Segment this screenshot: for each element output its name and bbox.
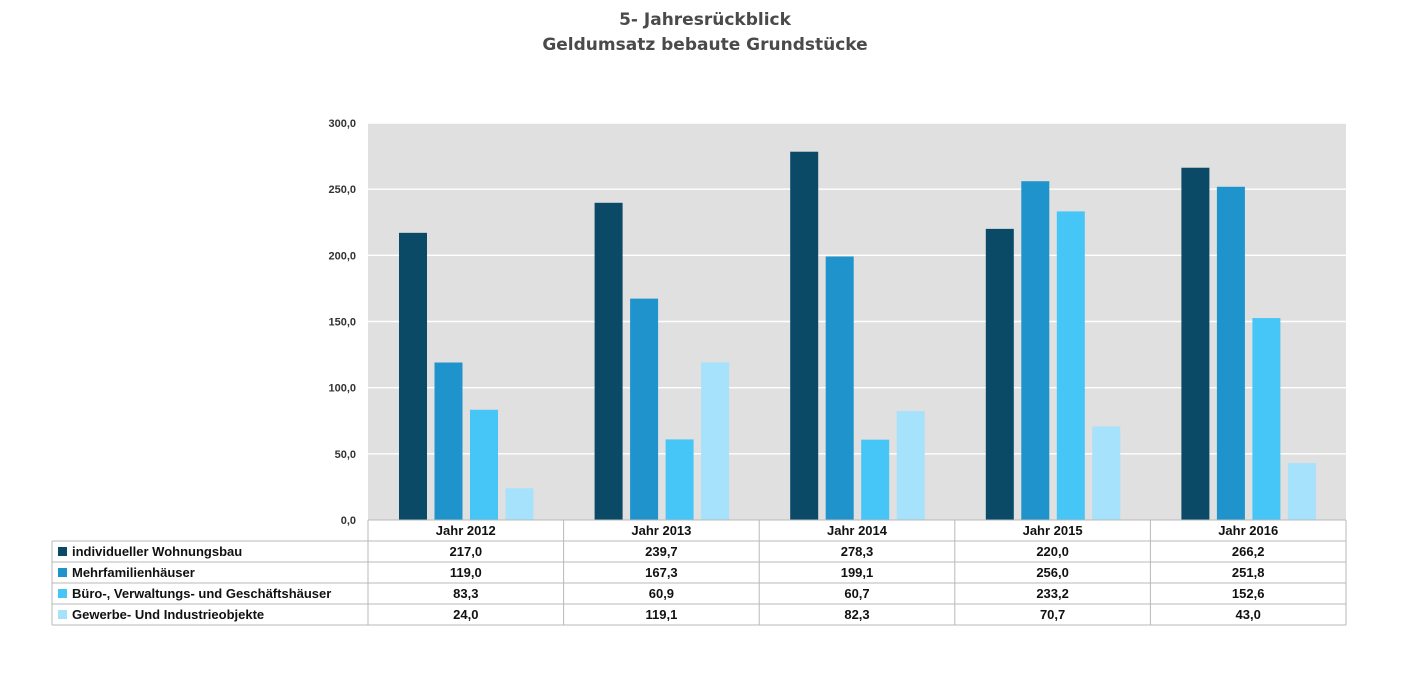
chart-subtitle: Geldumsatz bebaute Grundstücke	[542, 35, 868, 55]
x-category-label: Jahr 2012	[436, 523, 496, 538]
data-label: 119,0	[450, 565, 482, 580]
bar	[594, 202, 623, 520]
data-label: 220,0	[1036, 544, 1069, 559]
data-label: 83,3	[453, 586, 478, 601]
data-label: 82,3	[844, 607, 869, 622]
y-tick-label: 300,0	[328, 118, 356, 130]
data-label: 119,1	[645, 607, 677, 622]
data-label: 239,7	[645, 544, 678, 559]
bar	[701, 362, 730, 520]
y-tick-label: 200,0	[328, 250, 356, 262]
chart-title-block: 5- Jahresrückblick Geldumsatz bebaute Gr…	[0, 8, 1410, 58]
data-label: 24,0	[453, 607, 478, 622]
bars	[399, 151, 1316, 520]
legend-swatch	[58, 589, 67, 598]
bar	[825, 256, 854, 520]
data-label: 278,3	[841, 544, 874, 559]
y-tick-label: 0,0	[341, 515, 356, 527]
legend-swatch	[58, 547, 67, 556]
y-tick-label: 150,0	[328, 317, 356, 329]
legend-label: Mehrfamilienhäuser	[72, 565, 195, 580]
bar	[470, 409, 498, 520]
data-label: 60,9	[649, 586, 674, 601]
bar	[790, 151, 819, 520]
bar	[1092, 426, 1121, 520]
x-category-label: Jahr 2015	[1023, 523, 1083, 538]
bar	[1181, 167, 1210, 520]
legend-swatch	[58, 610, 67, 619]
y-axis-ticks: 0,0 50,0 100,0 150,0 200,0 250,0 300,0	[328, 118, 356, 527]
data-label: 60,7	[844, 586, 869, 601]
bar	[434, 362, 463, 520]
data-label: 251,8	[1232, 565, 1265, 580]
data-label: 43,0	[1236, 607, 1261, 622]
y-tick-label: 50,0	[335, 449, 356, 461]
bar	[985, 228, 1014, 520]
legend-label: Büro-, Verwaltungs- und Geschäftshäuser	[72, 586, 331, 601]
bar	[505, 488, 534, 520]
y-tick-label: 100,0	[328, 383, 356, 395]
bar	[1287, 463, 1316, 520]
data-label: 217,0	[450, 544, 483, 559]
chart-title: 5- Jahresrückblick	[619, 10, 791, 30]
data-label: 233,2	[1036, 586, 1069, 601]
data-label: 199,1	[841, 565, 874, 580]
bar	[1216, 186, 1245, 520]
bar	[665, 439, 694, 520]
bar	[630, 298, 659, 520]
legend-swatch	[58, 568, 67, 577]
y-tick-label: 250,0	[328, 184, 356, 196]
data-table: Jahr 2012 Jahr 2013 Jahr 2014 Jahr 2015 Jahr…	[51, 519, 1347, 626]
data-label: 266,2	[1232, 544, 1265, 559]
data-label: 167,3	[645, 565, 678, 580]
bar	[896, 411, 925, 520]
bar	[399, 232, 427, 520]
bar	[861, 439, 890, 520]
data-label: 152,6	[1232, 586, 1265, 601]
legend-label: Gewerbe- Und Industrieobjekte	[72, 607, 264, 622]
bar	[1021, 181, 1050, 520]
x-category-label: Jahr 2013	[631, 523, 691, 538]
data-label: 70,7	[1040, 607, 1065, 622]
bar	[1056, 211, 1085, 520]
legend-label: individueller Wohnungsbau	[72, 544, 242, 559]
x-category-label: Jahr 2014	[827, 523, 888, 538]
bar	[1252, 318, 1281, 520]
data-label: 256,0	[1036, 565, 1069, 580]
x-category-label: Jahr 2016	[1218, 523, 1278, 538]
